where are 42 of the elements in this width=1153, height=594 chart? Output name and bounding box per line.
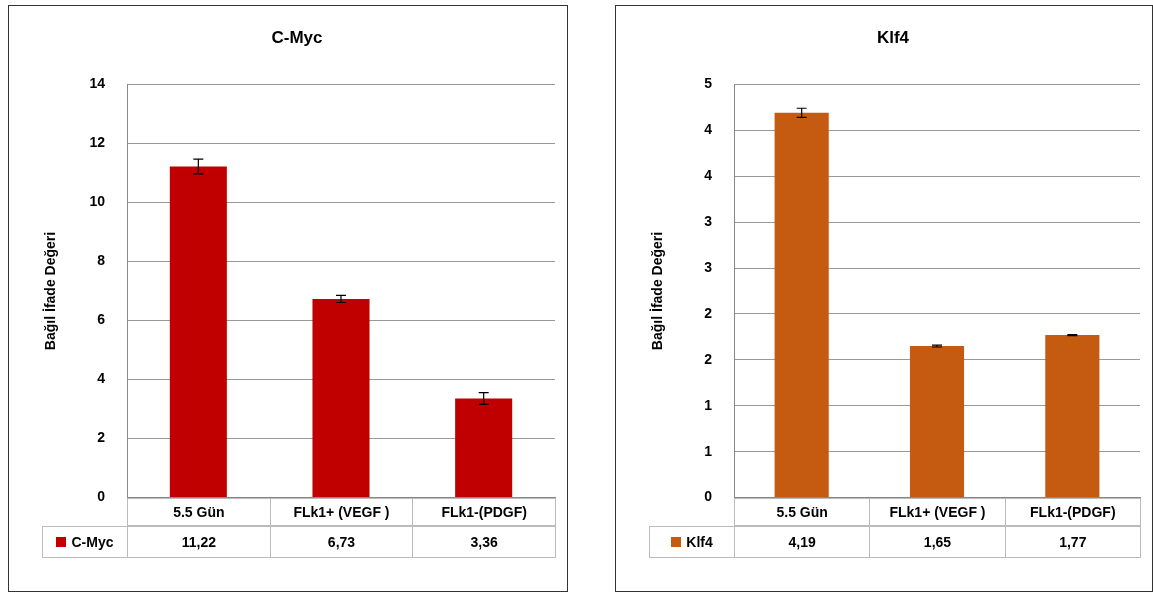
y-tick-label: 10 [89, 193, 106, 210]
legend-label: C-Myc [42, 525, 128, 558]
x-tick-label: FLk1+ (VEGF ) [269, 497, 414, 526]
bar [909, 346, 965, 498]
y-tick-label: 4 [704, 121, 713, 138]
y-tick-label: 4 [97, 370, 106, 387]
data-label: 1,77 [1004, 525, 1141, 558]
x-tick-label: FLk1-(PDGF) [412, 497, 556, 526]
bar [455, 398, 513, 498]
y-tick-label: 6 [97, 311, 106, 328]
data-label: 3,36 [412, 525, 556, 558]
data-label: 1,65 [869, 525, 1006, 558]
x-tick-label: FLk1-(PDGF) [1004, 497, 1141, 526]
y-tick-label: 12 [89, 134, 106, 151]
y-tick-label: 5 [704, 75, 713, 92]
y-tick-label: 1 [704, 442, 713, 459]
y-axis-title: Bağıl İfade Değeri [649, 231, 666, 351]
bar [1045, 335, 1100, 498]
y-axis-title: Bağıl İfade Değeri [42, 231, 59, 351]
y-tick-label: 0 [704, 488, 713, 505]
bar [774, 112, 829, 498]
y-tick-label: 4 [704, 167, 713, 184]
y-tick-label: 14 [89, 75, 106, 92]
bar [169, 166, 227, 498]
chart-title: Klf4 [876, 27, 910, 47]
y-tick-label: 2 [704, 304, 713, 321]
data-label: 4,19 [734, 525, 871, 558]
x-tick-label: 5.5 Gün [734, 497, 871, 526]
bar [312, 298, 370, 498]
x-tick-label: 5.5 Gün [127, 497, 271, 526]
y-tick-label: 0 [97, 488, 106, 505]
chart-title: C-Myc [271, 27, 323, 47]
y-tick-label: 3 [704, 212, 713, 229]
y-tick-label: 2 [704, 350, 713, 367]
y-tick-label: 3 [704, 258, 713, 275]
data-label: 11,22 [127, 525, 271, 558]
y-tick-label: 2 [97, 429, 106, 446]
x-tick-label: FLk1+ (VEGF ) [869, 497, 1006, 526]
y-tick-label: 1 [704, 396, 713, 413]
y-tick-label: 8 [97, 252, 106, 269]
legend-label: Klf4 [649, 525, 735, 558]
data-label: 6,73 [269, 525, 414, 558]
